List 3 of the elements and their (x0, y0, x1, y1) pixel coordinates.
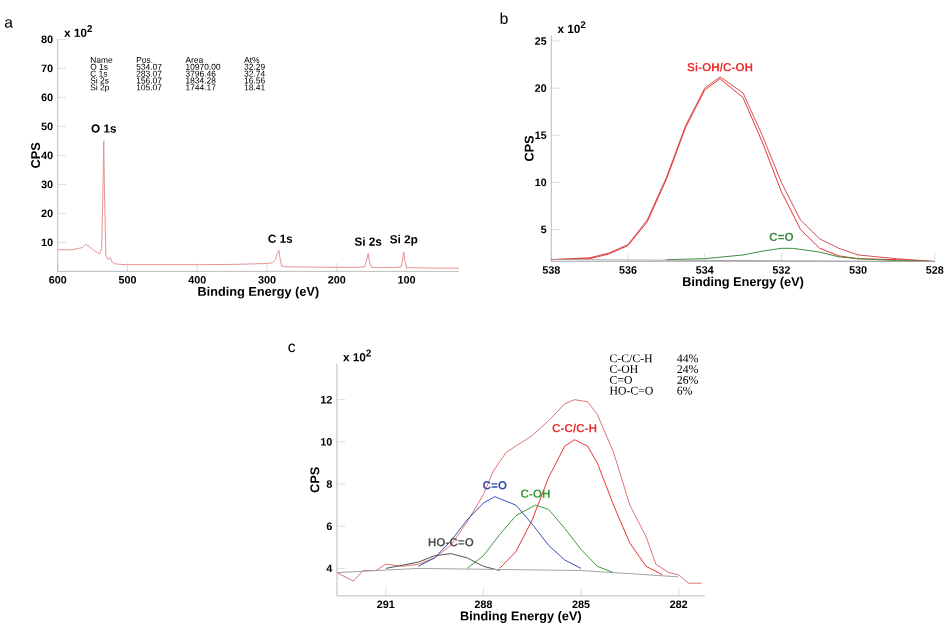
line-series (385, 553, 501, 572)
line-series (336, 399, 702, 585)
line-series (417, 496, 582, 570)
